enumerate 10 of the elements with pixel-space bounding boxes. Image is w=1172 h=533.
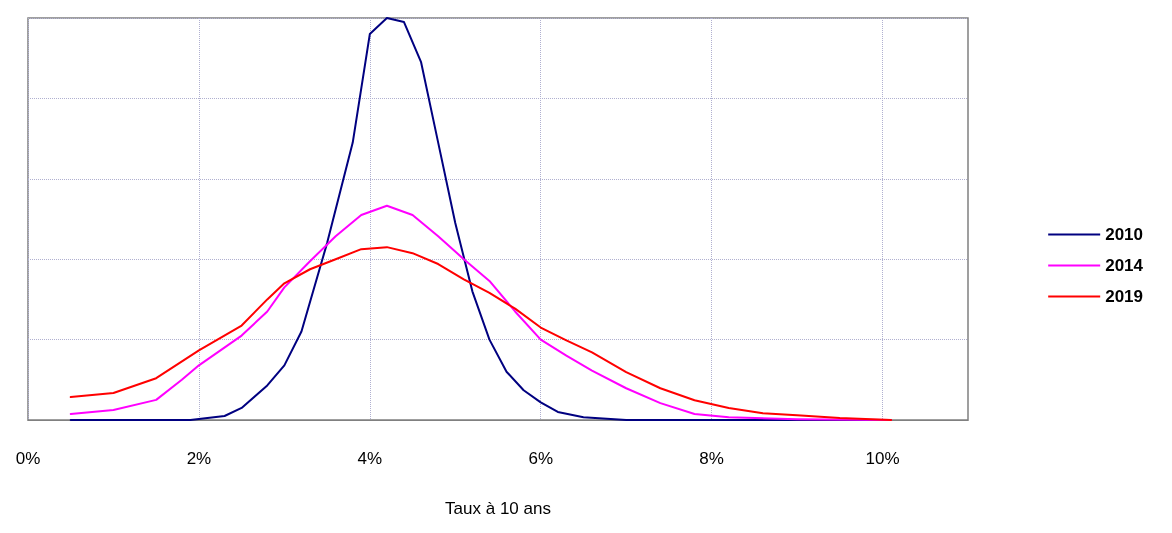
legend-label: 2010 xyxy=(1105,225,1144,244)
x-tick-label: 0% xyxy=(15,449,41,468)
x-tick-label: 8% xyxy=(699,449,724,468)
x-axis-title: Taux à 10 ans xyxy=(445,499,551,518)
legend-label: 2019 xyxy=(1105,287,1144,306)
x-tick-label: 6% xyxy=(528,449,554,468)
x-tick-label: 4% xyxy=(357,449,383,468)
x-tick-label: 2% xyxy=(186,449,212,468)
x-tick-label: 10% xyxy=(865,449,900,468)
legend-label: 2014 xyxy=(1105,256,1144,275)
